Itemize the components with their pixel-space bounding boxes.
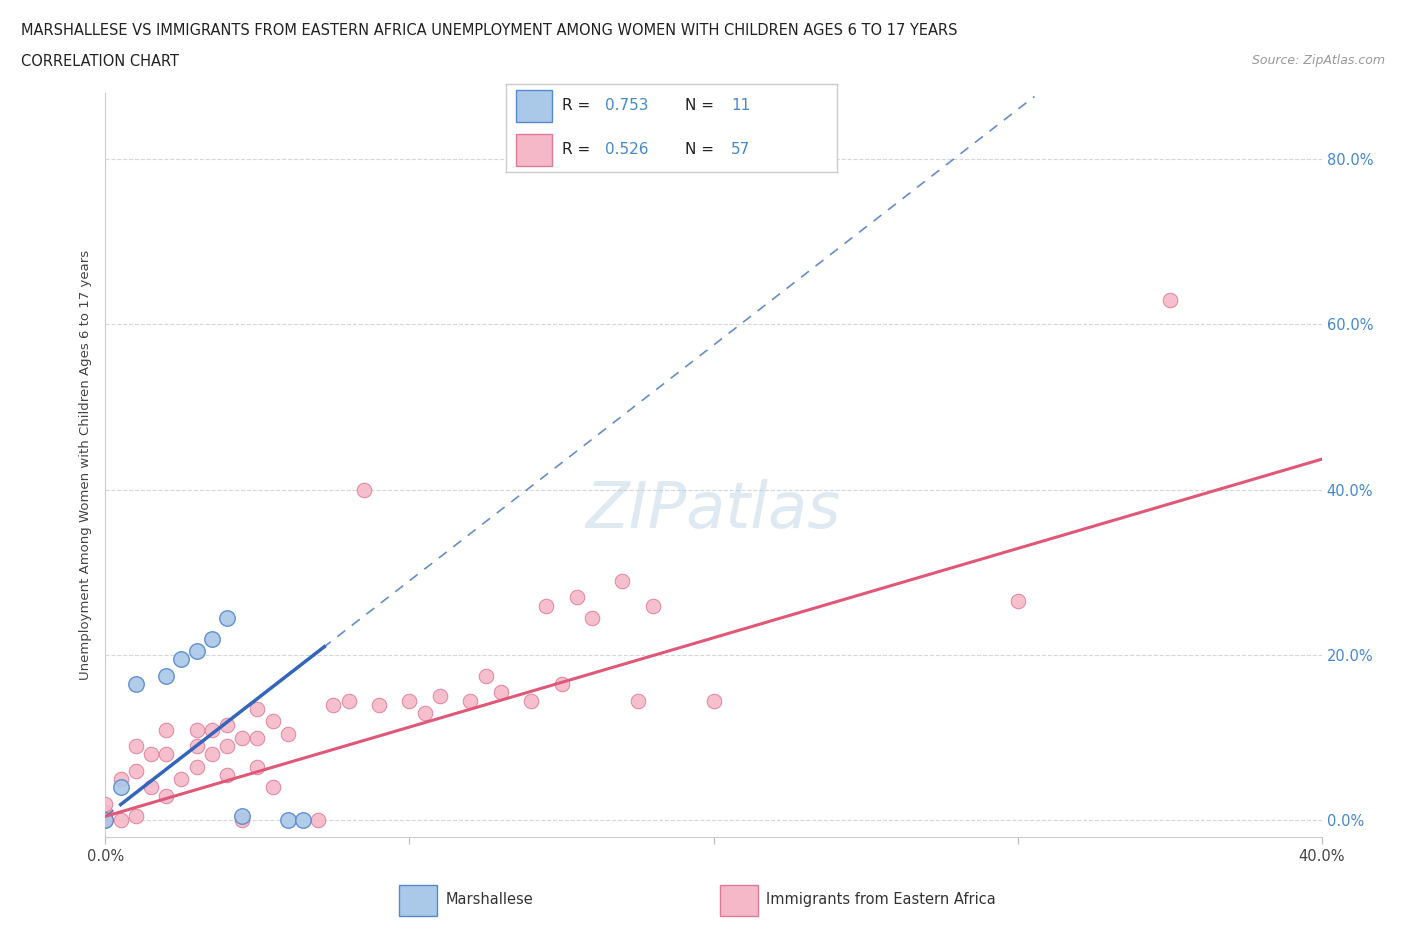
Point [474, 669, 496, 684]
Point [231, 730, 253, 745]
Point [581, 610, 603, 625]
Point [277, 813, 299, 828]
Point [186, 759, 208, 774]
Point [170, 652, 193, 667]
Point [277, 726, 299, 741]
Point [1007, 594, 1029, 609]
Point [217, 718, 239, 733]
Point [94, 813, 117, 828]
Point [217, 610, 239, 625]
Point [155, 747, 177, 762]
Text: ZIPatlas: ZIPatlas [586, 479, 841, 540]
Point [398, 693, 420, 708]
Point [125, 738, 148, 753]
Text: Marshallese: Marshallese [446, 892, 533, 908]
Bar [399, 885, 437, 916]
Text: 57: 57 [731, 142, 749, 157]
Text: R =: R = [562, 142, 596, 157]
Point [94, 796, 117, 811]
Point [94, 813, 117, 828]
Point [550, 677, 572, 692]
Point [520, 693, 543, 708]
Point [353, 483, 375, 498]
Point [231, 813, 253, 828]
Point [139, 747, 162, 762]
Text: N =: N = [685, 142, 718, 157]
Point [94, 813, 117, 828]
Point [155, 789, 177, 804]
Text: 0.526: 0.526 [605, 142, 648, 157]
Point [565, 590, 588, 604]
Point [139, 780, 162, 795]
Point [641, 598, 664, 613]
Point [155, 669, 177, 684]
Point [231, 809, 253, 824]
Point [337, 693, 360, 708]
Text: 0.753: 0.753 [605, 99, 648, 113]
Text: R =: R = [562, 99, 596, 113]
Point [110, 772, 132, 787]
Y-axis label: Unemployment Among Women with Children Ages 6 to 17 years: Unemployment Among Women with Children A… [79, 250, 93, 680]
Point [94, 813, 117, 828]
Point [186, 738, 208, 753]
Text: 11: 11 [731, 99, 749, 113]
Point [94, 804, 117, 819]
Bar [720, 885, 758, 916]
Text: N =: N = [685, 99, 718, 113]
Point [368, 698, 391, 712]
Point [307, 813, 329, 828]
Point [94, 809, 117, 824]
Point [1159, 292, 1181, 307]
Bar [516, 134, 553, 166]
Point [155, 722, 177, 737]
Point [125, 677, 148, 692]
Point [125, 809, 148, 824]
Point [201, 722, 224, 737]
Point [429, 689, 451, 704]
Point [246, 730, 269, 745]
Point [458, 693, 481, 708]
Point [94, 813, 117, 828]
Point [246, 759, 269, 774]
Point [489, 684, 512, 699]
Point [626, 693, 648, 708]
Bar [516, 90, 553, 122]
Point [702, 693, 725, 708]
Point [262, 780, 284, 795]
Point [201, 631, 224, 646]
Point [413, 706, 436, 721]
Point [612, 573, 634, 588]
Point [246, 701, 269, 716]
Text: Immigrants from Eastern Africa: Immigrants from Eastern Africa [766, 892, 995, 908]
Text: MARSHALLESE VS IMMIGRANTS FROM EASTERN AFRICA UNEMPLOYMENT AMONG WOMEN WITH CHIL: MARSHALLESE VS IMMIGRANTS FROM EASTERN A… [21, 23, 957, 38]
Point [201, 747, 224, 762]
Point [94, 813, 117, 828]
Point [110, 780, 132, 795]
Point [536, 598, 558, 613]
Point [262, 714, 284, 729]
Point [322, 698, 344, 712]
Point [186, 722, 208, 737]
Text: CORRELATION CHART: CORRELATION CHART [21, 54, 179, 69]
Point [292, 813, 315, 828]
Point [217, 738, 239, 753]
Point [217, 767, 239, 782]
Text: Source: ZipAtlas.com: Source: ZipAtlas.com [1251, 54, 1385, 67]
Point [186, 644, 208, 658]
Point [110, 813, 132, 828]
Point [125, 764, 148, 778]
Point [170, 772, 193, 787]
